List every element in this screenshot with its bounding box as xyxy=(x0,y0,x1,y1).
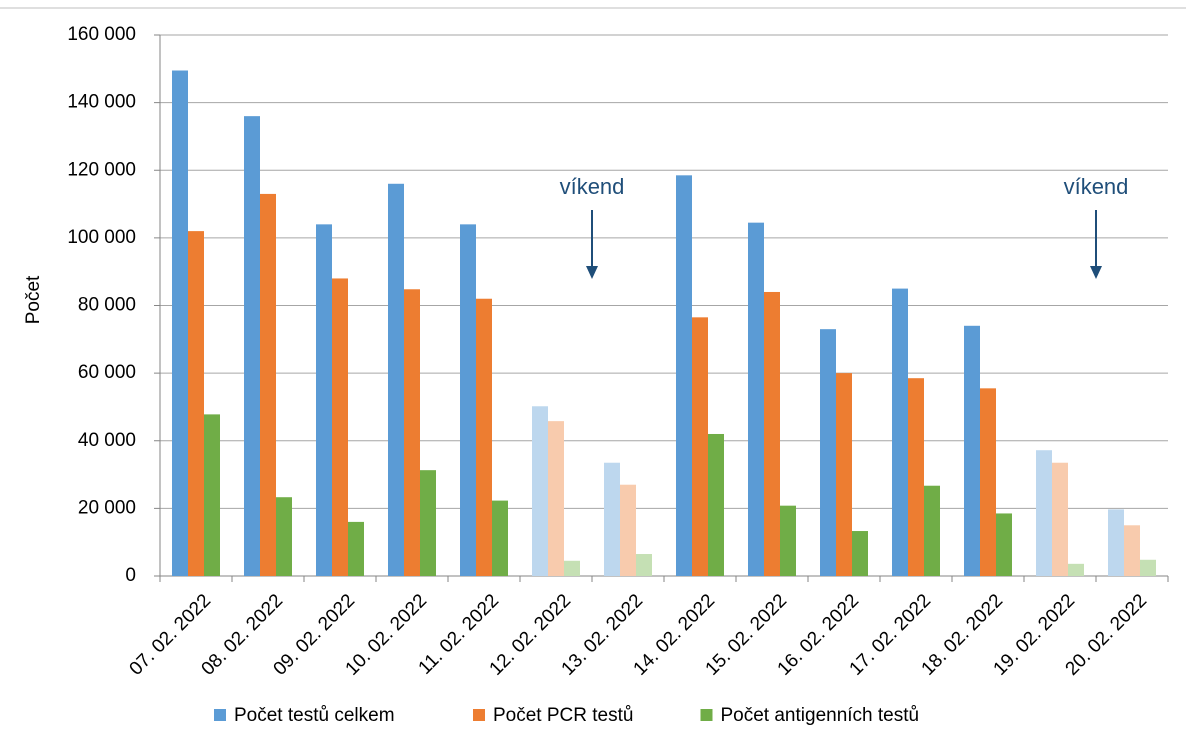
bar xyxy=(188,231,204,577)
y-tick-label: 120 000 xyxy=(67,159,136,180)
bar xyxy=(620,484,636,576)
bar xyxy=(708,433,724,576)
bar xyxy=(836,373,852,576)
bar xyxy=(1068,563,1084,576)
bar xyxy=(1108,509,1124,576)
bar xyxy=(764,291,780,576)
bar xyxy=(276,497,292,576)
bar xyxy=(244,116,260,577)
legend-label: Počet PCR testů xyxy=(493,705,633,726)
annotation-arrowhead xyxy=(586,266,598,279)
bar xyxy=(1124,525,1140,576)
bar xyxy=(420,470,436,576)
bar xyxy=(1052,462,1068,576)
y-tick-label: 40 000 xyxy=(78,430,136,451)
bar xyxy=(780,505,796,576)
y-tick-label: 100 000 xyxy=(67,227,136,248)
bar xyxy=(980,388,996,576)
bar xyxy=(332,278,348,576)
y-tick-label: 20 000 xyxy=(78,497,136,518)
y-tick-label: 0 xyxy=(125,565,136,586)
bar xyxy=(692,317,708,576)
legend-label: Počet testů celkem xyxy=(234,705,395,726)
legend-swatch xyxy=(214,709,226,721)
y-axis-label: Počet xyxy=(23,275,44,324)
bar xyxy=(892,288,908,576)
bar xyxy=(996,513,1012,576)
bar xyxy=(204,414,220,576)
y-tick-label: 60 000 xyxy=(78,362,136,383)
legend-swatch xyxy=(700,709,713,721)
bar xyxy=(748,222,764,577)
bar xyxy=(924,485,940,576)
legend-swatch xyxy=(473,709,485,721)
bar xyxy=(636,554,652,576)
bar xyxy=(676,175,692,576)
bar xyxy=(260,193,276,576)
bar xyxy=(172,70,188,577)
bar xyxy=(908,378,924,576)
bar xyxy=(460,224,476,576)
bar xyxy=(404,289,420,576)
bar xyxy=(604,462,620,576)
bar xyxy=(852,531,868,576)
y-tick-label: 140 000 xyxy=(67,92,136,113)
bar xyxy=(316,224,332,576)
bar xyxy=(476,298,492,576)
bar xyxy=(388,183,404,576)
bar xyxy=(1140,559,1156,576)
y-tick-label: 80 000 xyxy=(78,295,136,316)
annotation: víkend xyxy=(1064,174,1129,199)
bar xyxy=(548,421,564,576)
bar xyxy=(348,521,364,576)
bar xyxy=(492,500,508,576)
bar xyxy=(820,329,836,576)
bar xyxy=(1036,450,1052,576)
bar xyxy=(564,560,580,576)
annotation-arrowhead xyxy=(1090,266,1102,279)
annotation: víkend xyxy=(560,174,625,199)
bar xyxy=(532,406,548,576)
y-tick-label: 160 000 xyxy=(67,24,136,45)
legend-label: Počet antigenních testů xyxy=(721,705,920,726)
bar xyxy=(964,325,980,576)
